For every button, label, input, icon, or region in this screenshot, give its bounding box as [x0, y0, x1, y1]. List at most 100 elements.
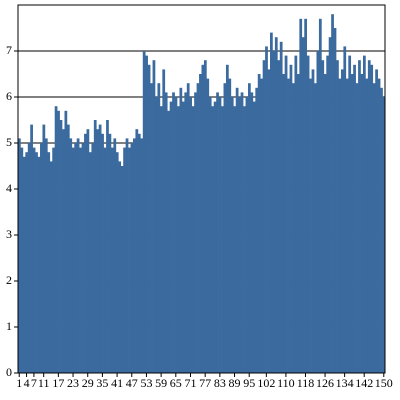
bar: [177, 106, 180, 373]
bar: [155, 97, 158, 373]
bar: [257, 74, 261, 373]
bar: [140, 138, 144, 373]
bar: [120, 166, 124, 373]
bar: [213, 101, 217, 373]
bar: [128, 147, 131, 373]
x-tick-label: 11: [38, 376, 50, 390]
bar: [110, 147, 114, 373]
bar: [372, 83, 376, 373]
plot-frame: [17, 4, 386, 374]
bar: [18, 138, 21, 373]
bar: [238, 97, 241, 373]
y-tick-label: 2: [6, 273, 12, 287]
bar: [179, 87, 183, 374]
bar: [318, 18, 322, 374]
bar: [174, 97, 178, 373]
bar: [250, 92, 254, 374]
bar: [216, 92, 219, 374]
bar: [321, 60, 325, 373]
bar: [54, 106, 58, 373]
bar: [284, 55, 288, 373]
bar: [186, 83, 190, 373]
bar: [289, 64, 293, 374]
bar: [243, 106, 246, 373]
bar: [79, 147, 82, 373]
bar: [230, 97, 234, 373]
bar: [221, 106, 224, 373]
bar: [191, 106, 195, 373]
bar: [81, 143, 85, 373]
x-tick-label: 95: [243, 376, 255, 390]
bar: [350, 74, 354, 373]
bar: [233, 106, 237, 373]
bar: [52, 147, 55, 373]
x-tick-label: 29: [82, 376, 94, 390]
bar: [145, 55, 148, 373]
bar: [44, 138, 48, 373]
bar: [74, 143, 78, 373]
bar: [59, 120, 63, 373]
bar: [362, 55, 366, 373]
bar: [32, 147, 36, 373]
bar: [118, 161, 122, 373]
bar: [306, 55, 310, 373]
bar: [277, 60, 281, 373]
bar: [323, 74, 327, 373]
bar: [296, 74, 300, 373]
x-tick-label: 47: [126, 376, 138, 390]
bar: [142, 51, 146, 373]
bar: [162, 69, 166, 374]
bar: [101, 133, 104, 373]
bar: [150, 83, 153, 373]
bar: [272, 51, 276, 373]
x-tick-label: 126: [316, 376, 334, 390]
bar: [338, 78, 342, 373]
bar: [115, 152, 119, 373]
bar: [360, 74, 364, 373]
bar: [252, 101, 256, 373]
bar: [292, 83, 295, 373]
bar: [66, 124, 70, 373]
x-tick-label: 110: [277, 376, 295, 390]
bar: [96, 129, 100, 373]
x-tick-label: 4: [24, 376, 30, 390]
bar: [314, 83, 317, 373]
bar: [88, 152, 92, 373]
x-tick-label: 71: [184, 376, 196, 390]
y-tick-label: 0: [6, 365, 12, 379]
bar: [348, 55, 352, 373]
bar: [331, 14, 334, 373]
x-tick-label: 150: [375, 376, 393, 390]
bar: [340, 69, 344, 374]
bar: [40, 143, 43, 373]
y-tick-label: 6: [6, 89, 12, 103]
bar: [365, 78, 369, 373]
bar: [203, 60, 207, 373]
bar: [206, 78, 210, 373]
bar: [370, 64, 374, 374]
bar: [199, 74, 202, 373]
bar: [37, 156, 41, 373]
x-tick-label: 83: [214, 376, 226, 390]
bar: [189, 97, 193, 373]
bar: [211, 106, 215, 373]
bar: [62, 129, 65, 373]
x-tick-label: 89: [229, 376, 241, 390]
bar: [245, 97, 249, 373]
bar: [25, 152, 29, 373]
bar: [123, 147, 126, 373]
bar: [326, 55, 330, 373]
bar: [228, 78, 232, 373]
bar: [270, 32, 273, 373]
bar: [279, 41, 283, 374]
x-tick-label: 7: [31, 376, 37, 390]
bar: [196, 83, 200, 373]
bar: [42, 124, 46, 373]
bar: [333, 28, 337, 373]
x-tick-label: 41: [111, 376, 123, 390]
bar: [108, 133, 112, 373]
x-tick-label: 77: [199, 376, 211, 390]
bar: [71, 147, 75, 373]
bar: [260, 78, 263, 373]
